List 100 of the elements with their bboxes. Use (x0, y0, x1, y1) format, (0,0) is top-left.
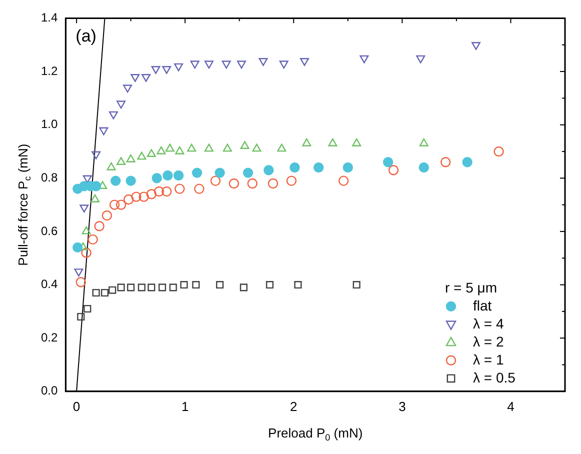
point (162, 66, 172, 74)
point (174, 184, 185, 194)
point (302, 138, 312, 146)
point (462, 157, 472, 168)
point (180, 280, 188, 289)
point (214, 168, 225, 178)
point (156, 146, 166, 154)
point (100, 288, 109, 297)
point (82, 226, 91, 234)
point (252, 144, 262, 152)
point (165, 144, 174, 152)
point (286, 176, 297, 186)
point (175, 146, 184, 154)
point (106, 162, 116, 170)
point (237, 60, 246, 69)
point (194, 184, 204, 194)
point (388, 165, 399, 176)
point (131, 192, 142, 202)
point (116, 100, 126, 109)
point (204, 60, 214, 69)
legend-label: λ = 0.5 (473, 369, 516, 386)
point (92, 288, 100, 297)
y-tick-label: 0.4 (40, 277, 58, 292)
point (264, 165, 274, 176)
point (352, 280, 360, 289)
point (328, 138, 338, 146)
point (126, 154, 136, 162)
point (258, 58, 268, 66)
point (76, 277, 86, 288)
point (99, 127, 108, 136)
point (228, 178, 240, 189)
point (148, 284, 156, 292)
point (277, 144, 286, 152)
point (152, 173, 162, 184)
point (268, 178, 278, 189)
legend-label: λ = 1 (473, 351, 504, 368)
point (130, 74, 140, 82)
y-tick-label: 0.0 (40, 384, 58, 398)
y-tick-label: 1.0 (40, 117, 58, 132)
point (313, 162, 324, 173)
x-tick-label: 3 (398, 398, 406, 414)
point (102, 210, 112, 221)
point (116, 200, 126, 210)
y-tick-label: 0.2 (40, 330, 58, 344)
point (151, 66, 160, 74)
point (116, 157, 126, 165)
point (192, 168, 202, 178)
point (81, 248, 92, 258)
point (162, 186, 172, 197)
legend-label: λ = 2 (473, 333, 504, 350)
point (360, 55, 369, 64)
y-tick-label: 0.8 (40, 170, 58, 184)
y-tick-label: 1.4 (40, 10, 58, 25)
point (279, 60, 288, 69)
point (173, 170, 184, 181)
y-axis-title: Pull-off force Pc (mN) (16, 144, 32, 266)
point (169, 284, 177, 292)
point (108, 111, 118, 120)
x-tick-label: 4 (507, 398, 514, 414)
point (92, 151, 101, 160)
point (124, 194, 134, 205)
point (82, 175, 92, 184)
point (352, 138, 362, 146)
point (174, 63, 184, 72)
point (190, 60, 200, 69)
x-tick-label: 0 (72, 398, 80, 414)
point (418, 162, 429, 173)
point (266, 280, 274, 289)
point (300, 58, 309, 66)
point (126, 176, 136, 186)
x-tick-label: 1 (181, 398, 189, 414)
point (210, 176, 221, 186)
point (77, 312, 85, 321)
point (342, 162, 354, 173)
point (242, 168, 254, 178)
point (138, 192, 149, 202)
point (127, 284, 135, 292)
point (72, 242, 83, 253)
point (240, 141, 250, 150)
point (494, 146, 504, 157)
point (471, 42, 480, 50)
legend-label: flat (473, 297, 492, 314)
point (247, 178, 258, 189)
y-tick-label: 0.6 (40, 224, 58, 238)
point (146, 149, 156, 157)
point (187, 144, 196, 152)
point (90, 194, 100, 202)
point (222, 144, 232, 152)
point (419, 138, 428, 146)
point (382, 157, 394, 168)
point (108, 286, 116, 294)
point (192, 280, 200, 289)
point (158, 284, 166, 292)
point (146, 189, 157, 200)
point (88, 234, 98, 245)
point (84, 304, 92, 313)
legend-title: r = 5 μm (445, 279, 498, 296)
point (240, 284, 248, 292)
point (123, 84, 132, 93)
point (142, 74, 151, 82)
